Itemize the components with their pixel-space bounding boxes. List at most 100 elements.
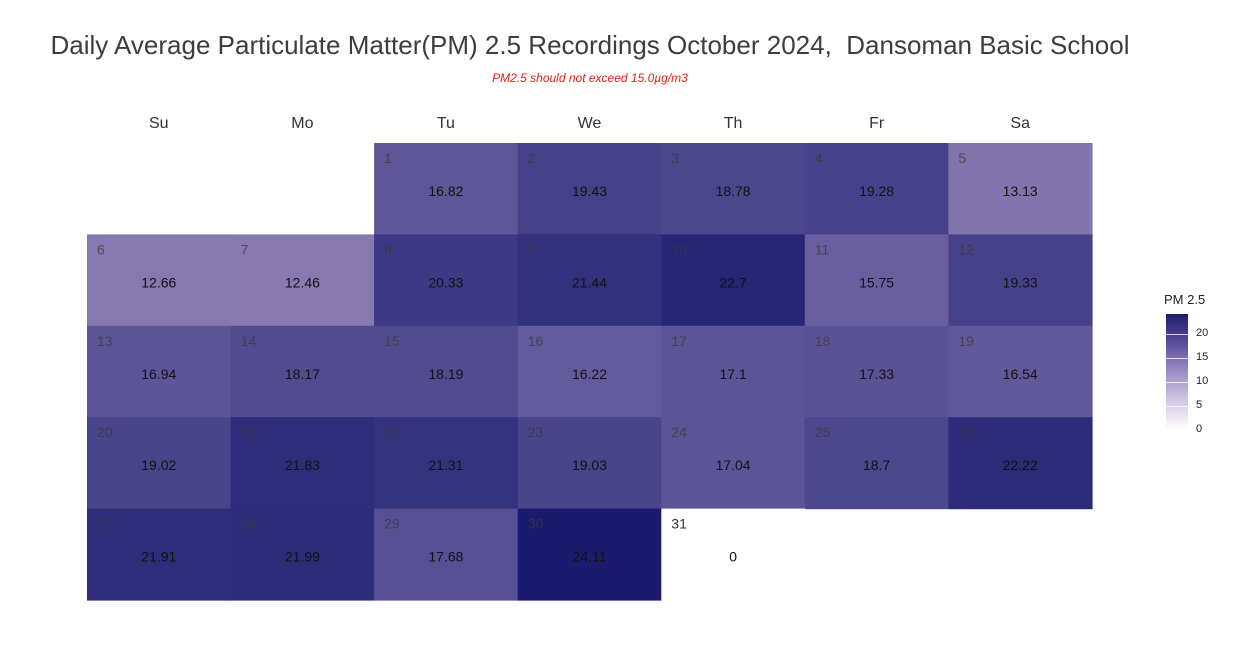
- day-number: 10: [671, 241, 687, 257]
- day-value-label: 16.82: [428, 183, 463, 199]
- day-number: 29: [384, 516, 400, 532]
- day-cell-4: 419.28: [804, 143, 949, 235]
- day-cell-24: 24 17.04: [661, 417, 806, 510]
- weekday-label-fr: Fr: [869, 115, 885, 132]
- day-tile: [948, 325, 1093, 418]
- day-value-label: 17.68: [428, 549, 463, 565]
- day-number: 2: [528, 150, 536, 166]
- day-tile: [661, 417, 806, 510]
- day-value-label: 18.7: [863, 457, 890, 473]
- legend-tick-mark: [1166, 430, 1188, 431]
- day-tile: [374, 417, 519, 510]
- day-tile: [948, 143, 1093, 235]
- legend-title: PM 2.5: [1164, 292, 1206, 307]
- chart-title: Daily Average Particulate Matter(PM) 2.5…: [50, 30, 1130, 60]
- day-value-label: 17.1: [719, 366, 746, 382]
- day-tile: [661, 508, 806, 601]
- day-tile: [804, 417, 949, 510]
- day-number: 31: [671, 516, 687, 532]
- day-tile: [87, 417, 232, 510]
- day-value-label: 17.33: [859, 366, 894, 382]
- legend-tick-label: 0: [1196, 423, 1203, 435]
- day-cell-26: 26 22.22: [948, 417, 1093, 510]
- day-number: 28: [241, 516, 257, 532]
- day-number: 16: [528, 333, 544, 349]
- legend-tick-mark: [1166, 381, 1188, 383]
- legend-tick-label: 20: [1196, 326, 1209, 339]
- day-number: 8: [384, 241, 392, 257]
- day-value-label: 12.66: [141, 274, 176, 290]
- day-tile: [517, 143, 662, 235]
- legend-tick-mark: [1166, 333, 1188, 335]
- day-value-label: 16.54: [1003, 366, 1038, 382]
- day-tile: [230, 417, 375, 510]
- day-value-label: 17.04: [716, 457, 751, 473]
- legend-tick-label: 15: [1196, 350, 1209, 363]
- day-number: 27: [97, 516, 113, 532]
- day-value-label: 19.43: [572, 183, 607, 199]
- day-number: 6: [97, 241, 105, 257]
- day-cell-3: 318.78: [661, 143, 806, 235]
- day-number: 11: [815, 241, 830, 257]
- day-value-label: 19.02: [141, 457, 176, 473]
- day-value-label: 22.22: [1003, 457, 1038, 473]
- day-tile: [804, 325, 949, 418]
- day-cell-23: 23 19.03: [517, 417, 662, 510]
- weekday-label-mo: Mo: [291, 115, 313, 132]
- day-number: 25: [815, 424, 831, 440]
- day-number: 15: [384, 333, 400, 349]
- day-tile: [517, 417, 662, 510]
- day-tile: [517, 508, 662, 601]
- day-cell-22: 22 21.31: [374, 417, 519, 510]
- legend-tick-label: 10: [1196, 374, 1209, 387]
- color-legend: PM 2.5 0 5 10 15 20: [1160, 292, 1230, 442]
- day-value-label: 21.31: [428, 457, 463, 473]
- day-number: 21: [241, 424, 257, 440]
- day-value-label: 19.28: [859, 183, 894, 199]
- day-value-label: 18.78: [716, 183, 751, 199]
- day-cell-6: 612.66: [87, 234, 232, 327]
- day-cell-19: 19 16.54: [948, 325, 1093, 418]
- legend-tick-mark: [1166, 405, 1188, 407]
- weekday-label-th: Th: [724, 115, 743, 132]
- day-value-label: 22.7: [719, 274, 746, 290]
- legend-tick-label: 5: [1196, 398, 1203, 411]
- day-tile: [374, 143, 519, 235]
- day-number: 17: [671, 333, 687, 349]
- weekday-label-tu: Tu: [437, 115, 455, 132]
- day-number: 7: [241, 241, 249, 257]
- day-cell-15: 15 18.19: [374, 325, 519, 418]
- day-tile: [374, 325, 519, 418]
- day-value-label: 24.11: [573, 549, 607, 565]
- day-cell-7: 712.46: [230, 234, 375, 327]
- day-number: 19: [958, 333, 974, 349]
- day-number: 14: [241, 333, 257, 349]
- day-cell-25: 25 18.7: [804, 417, 949, 510]
- day-cell-20: 20 19.02: [87, 417, 232, 510]
- day-number: 26: [958, 424, 974, 440]
- day-value-label: 21.44: [572, 274, 607, 290]
- day-tile: [374, 508, 519, 601]
- day-number: 12: [958, 241, 974, 257]
- day-tile: [230, 508, 375, 601]
- day-cell-18: 18 17.33: [804, 325, 949, 418]
- day-number: 13: [97, 333, 113, 349]
- day-tile: [804, 143, 949, 235]
- day-cell-9: 921.44: [517, 234, 662, 327]
- day-cell-12: 12 19.33: [948, 234, 1093, 327]
- day-cell-14: 14 18.17: [230, 325, 375, 418]
- weekday-label-su: Su: [149, 115, 169, 132]
- day-value-label: 21.83: [285, 457, 320, 473]
- day-number: 3: [671, 150, 679, 166]
- day-tile: [948, 234, 1093, 327]
- weekday-label-we: We: [578, 115, 602, 132]
- day-tile: [87, 508, 232, 601]
- day-value-label: 16.94: [141, 366, 176, 382]
- day-cell-30: 30 24.11: [517, 508, 662, 601]
- day-cell-13: 13 16.94: [87, 325, 232, 418]
- day-cell-11: 11 15.75: [804, 234, 949, 327]
- day-tile: [661, 143, 806, 235]
- day-number: 4: [815, 150, 823, 166]
- day-tile: [804, 234, 949, 327]
- day-cell-31: 31 0: [661, 508, 806, 601]
